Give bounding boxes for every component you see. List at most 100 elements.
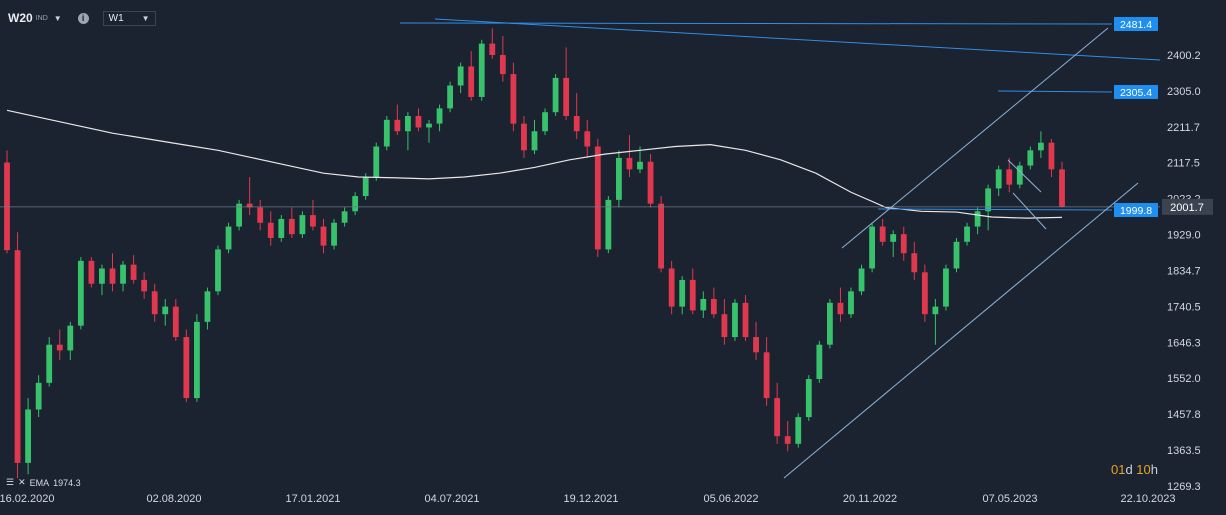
info-icon[interactable]: i [77, 12, 89, 24]
candle-body [573, 116, 580, 132]
y-tick-label: 2117.5 [1167, 158, 1200, 170]
resistance-line [997, 90, 1113, 93]
candle-body [774, 398, 781, 437]
candle-body [56, 344, 63, 351]
x-tick-label: 04.07.2021 [424, 493, 479, 505]
candle-body [805, 379, 812, 418]
price-level-label-bg [1114, 85, 1158, 99]
candle-body [246, 203, 253, 208]
flag-line [1007, 159, 1042, 193]
candle-body [299, 215, 306, 235]
candle-body [415, 116, 422, 128]
resistance-line [399, 22, 1113, 25]
candle-body [995, 169, 1002, 189]
timeframe-dropdown-icon: ▼ [141, 13, 150, 23]
close-icon[interactable]: ✕ [18, 477, 26, 487]
channel-lower-line [783, 182, 1139, 479]
candle-body [521, 123, 527, 151]
candle-body [35, 382, 42, 410]
candle-body [489, 43, 496, 56]
y-tick-label: 2211.7 [1167, 122, 1200, 134]
candle-body [911, 253, 918, 273]
candle-body [637, 161, 643, 170]
candle-body [1059, 169, 1065, 207]
candle-body [594, 146, 601, 250]
y-tick-label: 1363.5 [1167, 445, 1201, 457]
candle-body [457, 66, 464, 86]
candle-body [710, 298, 717, 315]
y-tick-label: 1740.5 [1167, 301, 1201, 313]
candle-body [784, 436, 791, 444]
candle-body [14, 250, 21, 463]
candle-body [732, 302, 738, 338]
candle-body [700, 298, 707, 311]
timeframe-select[interactable]: W1 ▼ [102, 10, 156, 26]
candle-body [742, 302, 749, 338]
candle-body [320, 226, 327, 246]
candle-body [837, 302, 844, 315]
candle-body [795, 417, 802, 444]
x-tick-label: 20.11.2022 [843, 493, 897, 505]
x-tick-label: 07.05.2023 [982, 493, 1037, 505]
candle-body [204, 291, 211, 322]
candle-body [943, 268, 949, 307]
candle-body [436, 108, 443, 124]
candle-body [647, 161, 654, 204]
candle-body [278, 218, 285, 238]
candle-body [816, 344, 823, 380]
x-tick-label: 17.01.2021 [285, 493, 340, 505]
support-line [877, 208, 1113, 211]
candle-body [215, 249, 221, 292]
candle-body [985, 188, 992, 212]
price-level-label-bg [1114, 17, 1158, 31]
candle-body [563, 77, 570, 117]
y-tick-label: 2400.2 [1167, 50, 1201, 62]
candle-body [172, 306, 179, 338]
candle-body [932, 306, 939, 315]
candle-body [341, 211, 348, 223]
candle-body [552, 77, 559, 113]
candle-body [130, 264, 137, 280]
menu-icon[interactable]: ☰ [6, 477, 15, 487]
candle-body [257, 207, 264, 223]
price-level-label: 2305.4 [1120, 87, 1152, 99]
symbol-type: IND [35, 14, 48, 22]
candle-body [447, 85, 454, 109]
candle-body [953, 241, 960, 269]
x-tick-label: 19.12.2021 [563, 493, 618, 505]
indicator-legend[interactable]: ☰ ✕ EMA 1974.3 [6, 477, 81, 488]
candle-body [394, 119, 401, 132]
candle-body [848, 291, 854, 315]
candle-body [499, 55, 506, 75]
candle-body [1006, 169, 1013, 185]
price-level-label-bg [1114, 203, 1158, 217]
candle-body [478, 43, 485, 97]
indicator-name: EMA [29, 477, 50, 488]
price-level-label: 2481.4 [1120, 19, 1152, 31]
candle-body [900, 234, 907, 254]
candle-body [964, 226, 970, 242]
candle-body [826, 302, 833, 345]
indicator-value: 1974.3 [53, 477, 81, 488]
candle-body [1048, 142, 1055, 170]
candle-body [879, 226, 886, 242]
candle-body [267, 222, 274, 238]
symbol-dropdown-icon[interactable]: ▼ [53, 13, 62, 23]
flag-line [1012, 192, 1047, 230]
candle-body [974, 211, 981, 227]
candle-body [531, 131, 538, 151]
candle-body [193, 321, 200, 399]
symbol-name[interactable]: W20 [8, 11, 33, 25]
candle-body [99, 268, 105, 284]
candle-body [605, 199, 612, 250]
y-tick-label: 1929.0 [1167, 230, 1201, 242]
candle-body [426, 123, 432, 128]
candle-body [921, 272, 928, 315]
channel-upper-line [841, 27, 1109, 249]
candle-body [858, 268, 865, 292]
candle-body [236, 203, 243, 227]
candle-body [668, 268, 675, 307]
x-tick-label: 05.06.2022 [703, 493, 758, 505]
candle-body [404, 116, 411, 132]
